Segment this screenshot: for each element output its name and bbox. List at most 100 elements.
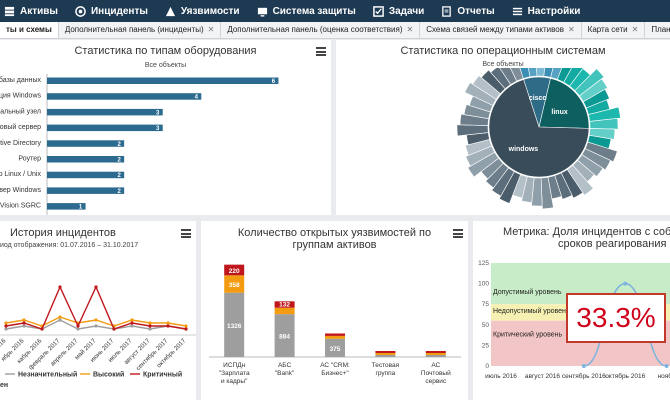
series-point [94,324,98,328]
stacked-bar-segment [375,351,396,353]
tab-asset-links[interactable]: Схема связей между типами активов ✕ [420,22,582,38]
bar-value-label: 6 [272,79,276,85]
metric-point [664,364,669,368]
bar-category-label: товый сервер [0,123,41,131]
bar-value-label: 220 [229,268,240,275]
legend-label-extra: ен [0,382,8,389]
stacked-bar-segment [274,301,295,308]
metric-value-badge: 33.3% [566,293,666,343]
os-inner-slice [488,79,590,178]
y-tick-label: 50 [482,322,490,329]
menu-icon[interactable] [316,47,326,56]
menu-icon[interactable] [453,229,463,238]
x-category-label: АС [431,362,440,369]
bar [47,124,163,132]
y-tick-label: 125 [478,260,489,267]
tab-label: План помещения в г. Мос [651,25,670,34]
x-category-label: "Bank" [275,370,295,377]
series-point [112,327,116,331]
series-point [76,327,80,331]
close-icon[interactable]: ✕ [406,25,414,34]
menu-icon[interactable] [181,229,191,238]
nav-tasks-label: Задачи [388,5,425,17]
os-sunburst-chart: cisco linux windows [456,68,621,210]
bar-value-label: 2 [117,173,121,179]
series-point [4,327,8,331]
x-tick-label: июль 2016 [485,373,517,380]
band-label: Критический уровень [493,331,562,339]
nav-tasks[interactable]: Задачи [373,6,424,17]
nav-incidents[interactable]: Инциденты [75,6,148,17]
tab-network-map[interactable]: Карта сети ✕ [582,22,646,38]
x-category-label: группа [375,370,395,377]
warning-icon [165,6,175,16]
tab-label: Дополнительная панель (оценка соответств… [227,25,403,34]
x-category-label: АБС [278,362,292,369]
x-category-label: и кадры" [221,378,248,385]
assets-icon [4,6,15,16]
series-point [148,321,152,325]
metric-point [581,364,586,368]
legend-label: Высокий [93,371,124,379]
os-inner-label: windows [508,146,539,153]
close-icon[interactable]: ✕ [207,25,215,34]
nav-settings[interactable]: Настройки [512,5,581,17]
nav-reports[interactable]: Отчеты [441,6,495,17]
stacked-bar-segment [274,307,295,315]
stacked-bar-segment [375,355,396,357]
equipment-bar-chart: базы данных 6 нция Windows 4 ониальный узел 3… [0,74,279,215]
x-category-label: ИСПДн [223,362,245,369]
stacked-bar-segment [224,275,245,293]
bar-value-label: 358 [229,282,240,289]
nav-vulnerabilities-label: Уязвимости [180,5,240,17]
x-tick-label: ноябр [658,372,670,380]
bar-value-label: 2 [117,142,121,148]
bar-value-label: 4 [195,95,199,101]
bar-value-label: 375 [330,346,341,353]
tab-charts[interactable]: ты и схемы [0,22,59,38]
bar-category-label: Роутер [18,156,41,163]
tab-floor-plan[interactable]: План помещения в г. Мос [645,22,670,38]
top-navigation: Активы Инциденты Уязвимости Система защи… [0,0,670,22]
tab-label: Схема связей между типами активов [426,25,564,34]
x-tick-label: 2016 [0,337,8,352]
series-point [94,285,98,289]
x-tick-label: сентябрь 2016 [562,372,606,380]
stacked-bar-segment [224,264,245,276]
series-point [166,321,170,325]
bar-value-label: 3 [156,126,160,132]
panel-subtitle: Все объекты [144,62,187,69]
nav-protection[interactable]: Система защиты [257,6,356,17]
bar-category-label: ониальный узел [0,107,41,115]
bar [47,93,202,100]
bar-value-label: 1 [79,205,83,211]
series-point [4,324,8,328]
period-label: иод отображения: 01.07.2016 – 31.10.2017 [0,242,139,249]
nav-assets[interactable]: Активы [4,6,58,17]
panel-title: Количество открытых уязвимостей по групп… [237,227,432,251]
close-icon[interactable]: ✕ [567,25,575,34]
bar [47,77,279,84]
stacked-bar-segment [325,333,345,336]
settings-icon [512,7,522,15]
tasks-icon [373,5,384,17]
x-category-label: Бизнес+" [321,370,349,377]
nav-vulnerabilities[interactable]: Уязвимости [165,6,240,17]
series-point [76,324,80,328]
close-icon[interactable]: ✕ [631,25,639,34]
x-category-label: Тестовая [372,362,400,369]
y-tick-label: 25 [482,342,490,349]
y-tick-label: 75 [482,301,490,308]
nav-incidents-label: Инциденты [90,5,148,17]
tab-incidents-panel[interactable]: Дополнительная панель (инциденты) ✕ [59,22,222,38]
series-point [148,327,152,331]
stacked-bar-segment [425,353,446,355]
tab-compliance-panel[interactable]: Дополнительная панель (оценка соответств… [221,22,421,38]
panel-title: Статистика по операционным системам [400,45,606,57]
stacked-bar-segment [425,351,446,353]
tab-label: ты и схемы [6,25,52,34]
incident-history-panel: История инцидентов иод отображения: 01.0… [0,221,196,400]
series-point [58,318,62,322]
nav-settings-label: Настройки [527,5,581,17]
